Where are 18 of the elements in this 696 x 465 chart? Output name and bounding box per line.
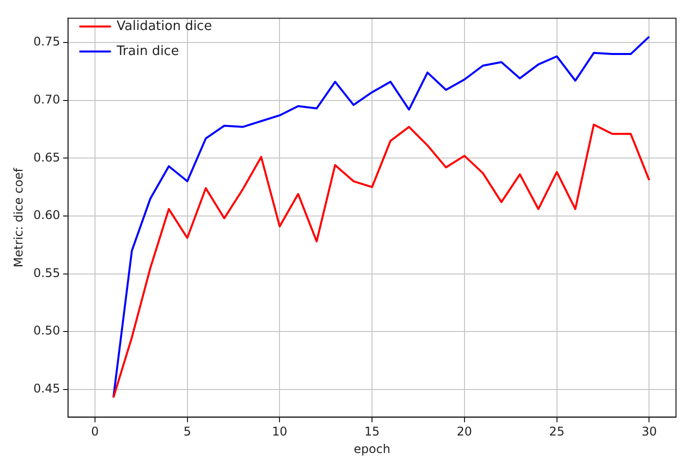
x-tick-label: 20 <box>456 424 472 439</box>
y-tick-label: 0.65 <box>33 150 60 164</box>
x-tick-label: 0 <box>91 424 99 439</box>
x-tick-label: 5 <box>183 424 192 439</box>
y-tick-label: 0.50 <box>33 324 60 338</box>
y-axis-title: Metric: dice coef <box>11 167 26 268</box>
legend-label: Train dice <box>116 44 179 59</box>
x-tick-label: 30 <box>642 424 657 439</box>
y-tick-label: 0.45 <box>33 382 60 396</box>
x-tick-label: 10 <box>272 424 288 439</box>
y-tick-label: 0.70 <box>33 92 60 106</box>
x-axis-title: epoch <box>354 442 390 456</box>
x-tick-label: 15 <box>364 424 380 439</box>
y-tick-label: 0.75 <box>33 34 60 49</box>
y-tick-label: 0.55 <box>33 266 60 280</box>
y-tick-label: 0.60 <box>33 208 60 222</box>
legend-label: Validation dice <box>116 18 212 34</box>
x-tick-label: 25 <box>549 424 564 439</box>
